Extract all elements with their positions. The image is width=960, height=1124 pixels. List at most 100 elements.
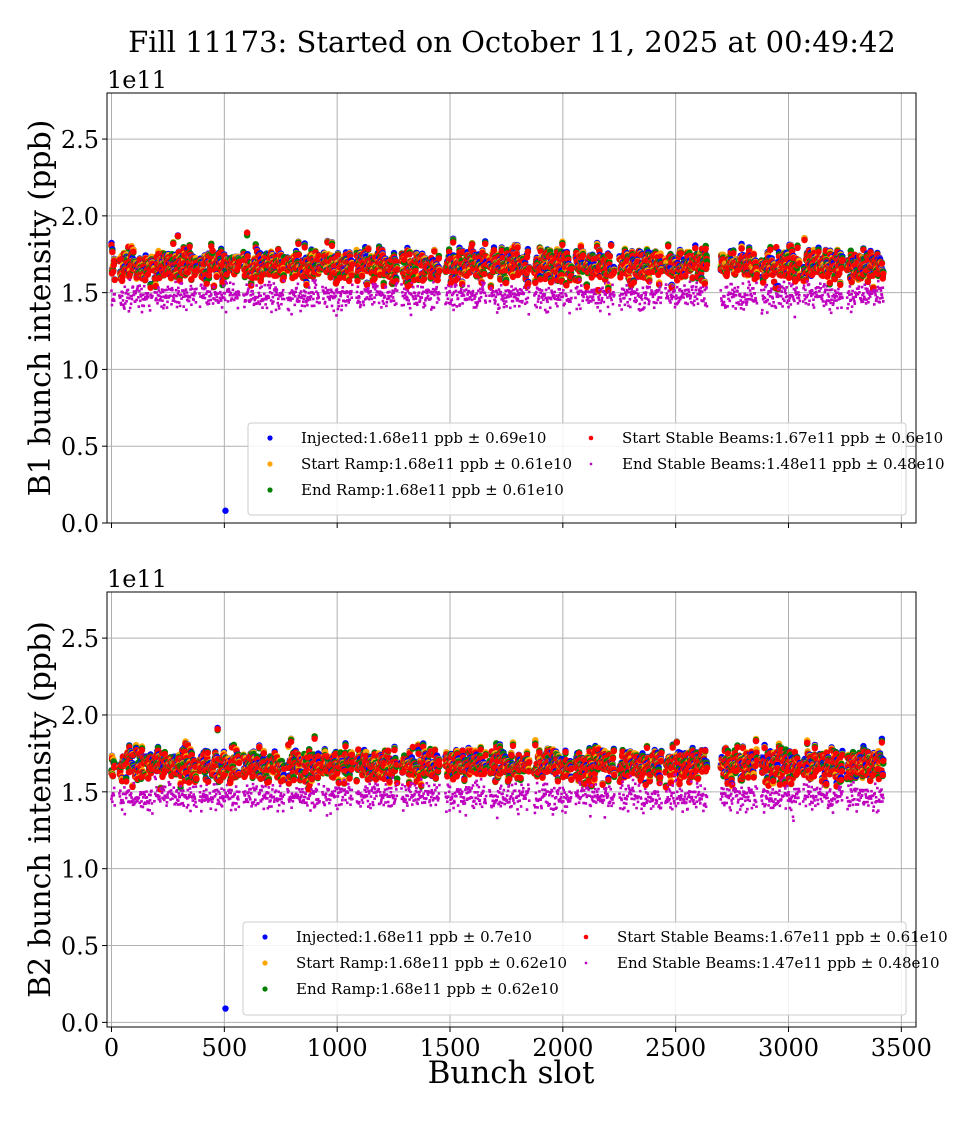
point-end-stable-beams <box>402 304 405 307</box>
point-end-stable-beams <box>376 285 379 288</box>
point-end-stable-beams <box>178 301 181 304</box>
point-end-stable-beams <box>481 286 484 289</box>
point-start-stable-beams <box>329 243 335 249</box>
point-end-stable-beams <box>347 295 350 298</box>
point-end-stable-beams <box>527 297 530 300</box>
point-end-stable-beams <box>457 297 460 300</box>
point-end-stable-beams <box>419 299 422 302</box>
point-end-stable-beams <box>311 305 314 308</box>
point-end-stable-beams <box>277 298 280 301</box>
point-end-stable-beams <box>312 292 315 295</box>
point-end-stable-beams <box>132 285 135 288</box>
point-end-stable-beams <box>416 285 419 288</box>
point-end-stable-beams <box>274 294 277 297</box>
point-start-stable-beams <box>580 252 586 258</box>
point-end-stable-beams <box>157 286 160 289</box>
point-end-stable-beams <box>245 283 248 286</box>
point-end-stable-beams <box>431 291 434 294</box>
point-end-stable-beams <box>408 303 411 306</box>
point-end-stable-beams <box>156 299 159 302</box>
point-end-stable-beams <box>175 295 178 298</box>
point-start-stable-beams <box>406 251 412 257</box>
point-end-stable-beams <box>166 301 169 304</box>
point-end-stable-beams <box>373 296 376 299</box>
point-end-stable-beams <box>268 297 271 300</box>
point-end-stable-beams <box>224 299 227 302</box>
point-end-stable-beams <box>561 292 564 295</box>
point-start-stable-beams <box>214 274 220 280</box>
point-end-stable-beams <box>283 298 286 301</box>
point-end-stable-beams <box>212 302 215 305</box>
point-end-stable-beams <box>328 292 331 295</box>
point-start-stable-beams <box>469 241 475 247</box>
point-end-stable-beams <box>191 288 194 291</box>
point-end-stable-beams <box>238 291 241 294</box>
point-end-stable-beams <box>125 300 128 303</box>
point-end-stable-beams <box>460 288 463 291</box>
point-end-stable-beams <box>326 305 329 308</box>
point-end-stable-beams <box>446 291 449 294</box>
point-end-stable-beams <box>371 298 374 301</box>
point-end-stable-beams <box>456 294 459 297</box>
point-end-stable-beams <box>160 296 163 299</box>
point-end-stable-beams <box>308 286 311 289</box>
point-end-stable-beams <box>300 290 303 293</box>
point-end-stable-beams <box>347 301 350 304</box>
point-end-stable-beams <box>165 294 168 297</box>
point-end-stable-beams <box>175 289 178 292</box>
point-end-stable-beams <box>576 308 579 311</box>
point-end-stable-beams <box>401 291 404 294</box>
point-end-stable-beams <box>218 300 221 303</box>
point-end-stable-beams <box>251 283 254 286</box>
point-start-stable-beams <box>170 241 176 247</box>
point-end-stable-beams <box>194 292 197 295</box>
point-end-stable-beams <box>252 293 255 296</box>
point-end-stable-beams <box>204 287 207 290</box>
point-end-stable-beams <box>185 288 188 291</box>
point-end-stable-beams <box>504 290 507 293</box>
point-end-stable-beams <box>528 291 531 294</box>
point-end-stable-beams <box>455 290 458 293</box>
point-start-stable-beams <box>436 255 442 261</box>
point-end-stable-beams <box>430 308 433 311</box>
point-end-stable-beams <box>221 306 224 309</box>
point-end-stable-beams <box>314 286 317 289</box>
point-end-stable-beams <box>124 302 127 305</box>
point-end-stable-beams <box>358 296 361 299</box>
point-end-stable-beams <box>537 297 540 300</box>
point-end-stable-beams <box>181 282 184 285</box>
point-end-stable-beams <box>465 288 468 291</box>
point-end-stable-beams <box>148 305 151 308</box>
point-end-stable-beams <box>268 281 271 284</box>
point-end-stable-beams <box>299 310 302 313</box>
point-end-stable-beams <box>498 288 501 291</box>
point-start-stable-beams <box>209 248 215 254</box>
point-end-stable-beams <box>535 291 538 294</box>
point-start-stable-beams <box>258 278 264 284</box>
point-end-stable-beams <box>333 310 336 313</box>
point-end-stable-beams <box>177 287 180 290</box>
point-end-stable-beams <box>544 309 547 312</box>
point-end-stable-beams <box>357 286 360 289</box>
point-end-stable-beams <box>578 304 581 307</box>
point-end-stable-beams <box>335 314 338 317</box>
point-end-stable-beams <box>545 289 548 292</box>
point-end-stable-beams <box>179 305 182 308</box>
point-end-stable-beams <box>339 295 342 298</box>
point-end-stable-beams <box>176 306 179 309</box>
point-end-stable-beams <box>580 284 583 287</box>
point-end-stable-beams <box>412 286 415 289</box>
point-end-stable-beams <box>111 304 114 307</box>
point-end-stable-beams <box>225 282 228 285</box>
point-end-stable-beams <box>173 294 176 297</box>
point-end-stable-beams <box>358 301 361 304</box>
point-end-stable-beams <box>199 305 202 308</box>
point-end-stable-beams <box>490 287 493 290</box>
point-end-stable-beams <box>306 304 309 307</box>
point-end-stable-beams <box>340 309 343 312</box>
point-end-stable-beams <box>304 295 307 298</box>
point-end-stable-beams <box>412 295 415 298</box>
point-end-stable-beams <box>173 297 176 300</box>
point-end-stable-beams <box>113 293 116 296</box>
point-end-stable-beams <box>139 300 142 303</box>
